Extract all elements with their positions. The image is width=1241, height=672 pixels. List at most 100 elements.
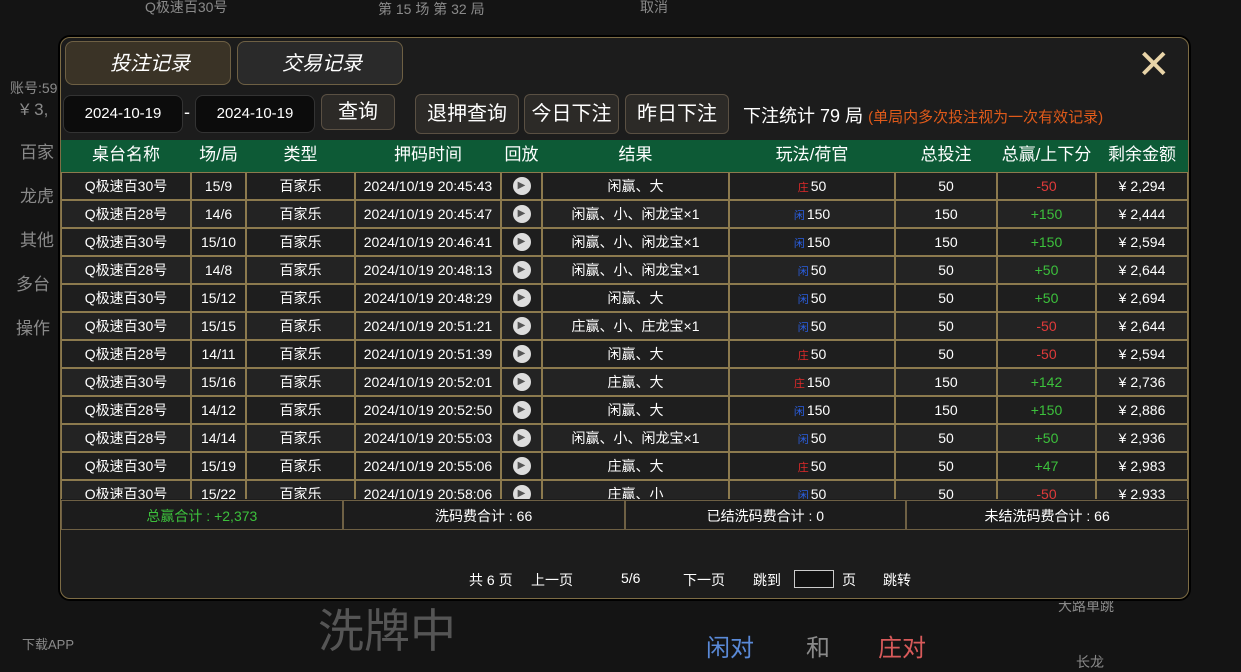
- bet-amount: 150: [806, 234, 831, 250]
- page-total: 共 6 页: [469, 572, 513, 588]
- bg-label: 多台: [16, 275, 50, 294]
- date-input[interactable]: 2024-10-19: [63, 95, 183, 133]
- tab[interactable]: 交易记录: [237, 41, 403, 85]
- replay-cell: ▶: [501, 284, 542, 312]
- replay-button[interactable]: ▶: [512, 373, 531, 391]
- table-cell: Q极速百28号: [61, 200, 191, 228]
- bet-cell: 闲 50: [729, 312, 895, 340]
- replay-button[interactable]: ▶: [512, 205, 531, 223]
- table-cell: Q极速百30号: [61, 172, 191, 200]
- win-loss-cell: +50: [997, 284, 1096, 312]
- column-header: 押码时间: [394, 145, 462, 164]
- bg-label: 和: [806, 635, 830, 662]
- round-cell: 15/22: [191, 480, 246, 499]
- date-input[interactable]: 2024-10-19: [195, 95, 315, 133]
- type-cell: 百家乐: [246, 228, 355, 256]
- stats-note: (单局内多次投注视为一次有效记录): [868, 109, 1104, 126]
- bet-cell: 闲 50: [729, 284, 895, 312]
- time-cell: 2024/10/19 20:52:50: [355, 396, 501, 424]
- result-cell: 闲赢、小、闲龙宝×1: [542, 228, 729, 256]
- filter-button[interactable]: 退押查询: [415, 94, 519, 134]
- replay-button[interactable]: ▶: [512, 345, 531, 363]
- separator: -: [184, 102, 190, 122]
- bet-cell: 庄 50: [729, 172, 895, 200]
- replay-button[interactable]: ▶: [512, 457, 531, 475]
- bg-label: Q极速百30号: [145, 0, 228, 15]
- replay-button[interactable]: ▶: [512, 261, 531, 279]
- bet-cell: 闲 150: [729, 200, 895, 228]
- result-cell: 庄赢、小、庄龙宝×1: [542, 312, 729, 340]
- filter-button[interactable]: 今日下注: [524, 94, 619, 134]
- result-cell: 闲赢、大: [542, 340, 729, 368]
- bg-label[interactable]: 下载APP: [22, 637, 75, 652]
- result-cell: 闲赢、大: [542, 396, 729, 424]
- result-cell: 闲赢、小、闲龙宝×1: [542, 424, 729, 452]
- table-cell: Q极速百30号: [61, 368, 191, 396]
- query-button[interactable]: 查询: [321, 94, 395, 130]
- page-input[interactable]: [794, 570, 834, 588]
- replay-cell: ▶: [501, 312, 542, 340]
- next-page[interactable]: 下一页: [683, 572, 725, 588]
- filter-button[interactable]: 昨日下注: [625, 94, 729, 134]
- close-button[interactable]: ✕: [1137, 43, 1171, 87]
- column-header: 玩法/荷官: [775, 145, 849, 164]
- bet-amount: 50: [810, 458, 827, 474]
- balance-cell: ¥ 2,983: [1096, 452, 1188, 480]
- replay-button[interactable]: ▶: [512, 317, 531, 335]
- time-cell: 2024/10/19 20:55:06: [355, 452, 501, 480]
- bet-side: 庄: [793, 378, 805, 390]
- win-loss-cell: -50: [997, 340, 1096, 368]
- tab[interactable]: 投注记录: [65, 41, 231, 85]
- bet-amount: 50: [810, 262, 827, 278]
- result-cell: 闲赢、大: [542, 284, 729, 312]
- bet-cell: 闲 50: [729, 256, 895, 284]
- total-cell: 50: [895, 172, 997, 200]
- replay-button[interactable]: ▶: [512, 289, 531, 307]
- bet-side: 庄: [797, 182, 809, 194]
- win-loss-cell: +50: [997, 424, 1096, 452]
- stats-count: 79: [820, 106, 841, 126]
- bg-label: 第 15 场 第 32 局: [378, 1, 485, 17]
- round-cell: 15/15: [191, 312, 246, 340]
- win-loss-cell: +150: [997, 396, 1096, 424]
- total-cell: 150: [895, 228, 997, 256]
- result-cell: 庄赢、小: [542, 480, 729, 499]
- column-header: 桌台名称: [92, 145, 160, 164]
- replay-button[interactable]: ▶: [512, 177, 531, 195]
- bet-amount: 150: [806, 374, 831, 390]
- replay-cell: ▶: [501, 340, 542, 368]
- balance-cell: ¥ 2,736: [1096, 368, 1188, 396]
- balance-cell: ¥ 2,594: [1096, 340, 1188, 368]
- replay-button[interactable]: ▶: [512, 485, 531, 499]
- result-cell: 闲赢、大: [542, 172, 729, 200]
- bet-cell: 闲 50: [729, 480, 895, 499]
- type-cell: 百家乐: [246, 312, 355, 340]
- prev-page[interactable]: 上一页: [531, 572, 573, 588]
- win-loss-cell: -50: [997, 312, 1096, 340]
- page-unit: 页: [842, 572, 856, 588]
- column-header: 场/局: [199, 145, 238, 164]
- replay-button[interactable]: ▶: [512, 233, 531, 251]
- round-cell: 14/8: [191, 256, 246, 284]
- time-cell: 2024/10/19 20:48:13: [355, 256, 501, 284]
- table-header: 桌台名称 场/局 类型 押码时间 回放 结果 玩法/荷官 总投注 总赢/上下分 剩余金额: [61, 140, 1188, 172]
- type-cell: 百家乐: [246, 172, 355, 200]
- round-cell: 15/10: [191, 228, 246, 256]
- total-cell: 150: [895, 396, 997, 424]
- total-cell: 50: [895, 452, 997, 480]
- result-cell: 闲赢、小、闲龙宝×1: [542, 200, 729, 228]
- stats-unit: 局: [845, 106, 864, 126]
- type-cell: 百家乐: [246, 368, 355, 396]
- type-cell: 百家乐: [246, 452, 355, 480]
- replay-button[interactable]: ▶: [512, 429, 531, 447]
- jump-button[interactable]: 跳转: [883, 572, 911, 588]
- replay-button[interactable]: ▶: [512, 401, 531, 419]
- win-loss-cell: +47: [997, 452, 1096, 480]
- replay-cell: ▶: [501, 480, 542, 499]
- bet-amount: 150: [806, 402, 831, 418]
- replay-cell: ▶: [501, 424, 542, 452]
- table-cell: Q极速百30号: [61, 312, 191, 340]
- round-cell: 14/11: [191, 340, 246, 368]
- type-cell: 百家乐: [246, 424, 355, 452]
